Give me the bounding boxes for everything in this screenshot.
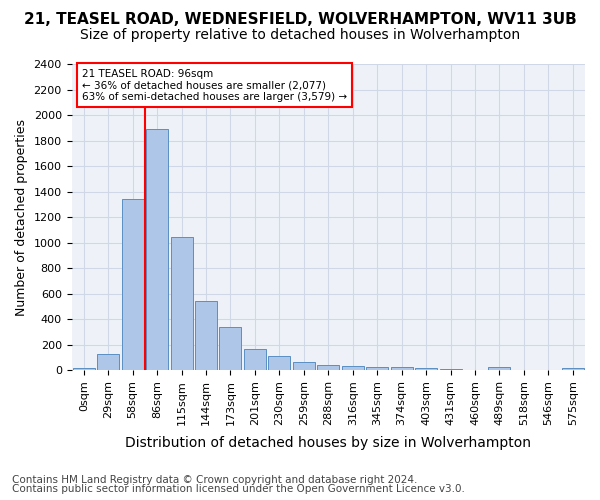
Bar [366, 367, 388, 370]
Text: 21, TEASEL ROAD, WEDNESFIELD, WOLVERHAMPTON, WV11 3UB: 21, TEASEL ROAD, WEDNESFIELD, WOLVERHAMP… [23, 12, 577, 28]
Text: Contains HM Land Registry data © Crown copyright and database right 2024.: Contains HM Land Registry data © Crown c… [12, 475, 418, 485]
Text: 21 TEASEL ROAD: 96sqm
← 36% of detached houses are smaller (2,077)
63% of semi-d: 21 TEASEL ROAD: 96sqm ← 36% of detached … [82, 68, 347, 102]
Bar [488, 368, 511, 370]
Bar [195, 301, 217, 370]
Text: Size of property relative to detached houses in Wolverhampton: Size of property relative to detached ho… [80, 28, 520, 42]
Bar [122, 199, 143, 370]
Y-axis label: Number of detached properties: Number of detached properties [15, 118, 28, 316]
Bar [268, 356, 290, 370]
Bar [146, 129, 168, 370]
Bar [562, 368, 584, 370]
Bar [244, 349, 266, 370]
Bar [391, 368, 413, 370]
Bar [293, 362, 315, 370]
Bar [170, 238, 193, 370]
Bar [220, 328, 241, 370]
X-axis label: Distribution of detached houses by size in Wolverhampton: Distribution of detached houses by size … [125, 436, 531, 450]
Bar [317, 365, 339, 370]
Bar [73, 368, 95, 370]
Bar [97, 354, 119, 370]
Bar [342, 366, 364, 370]
Bar [415, 368, 437, 370]
Text: Contains public sector information licensed under the Open Government Licence v3: Contains public sector information licen… [12, 484, 465, 494]
